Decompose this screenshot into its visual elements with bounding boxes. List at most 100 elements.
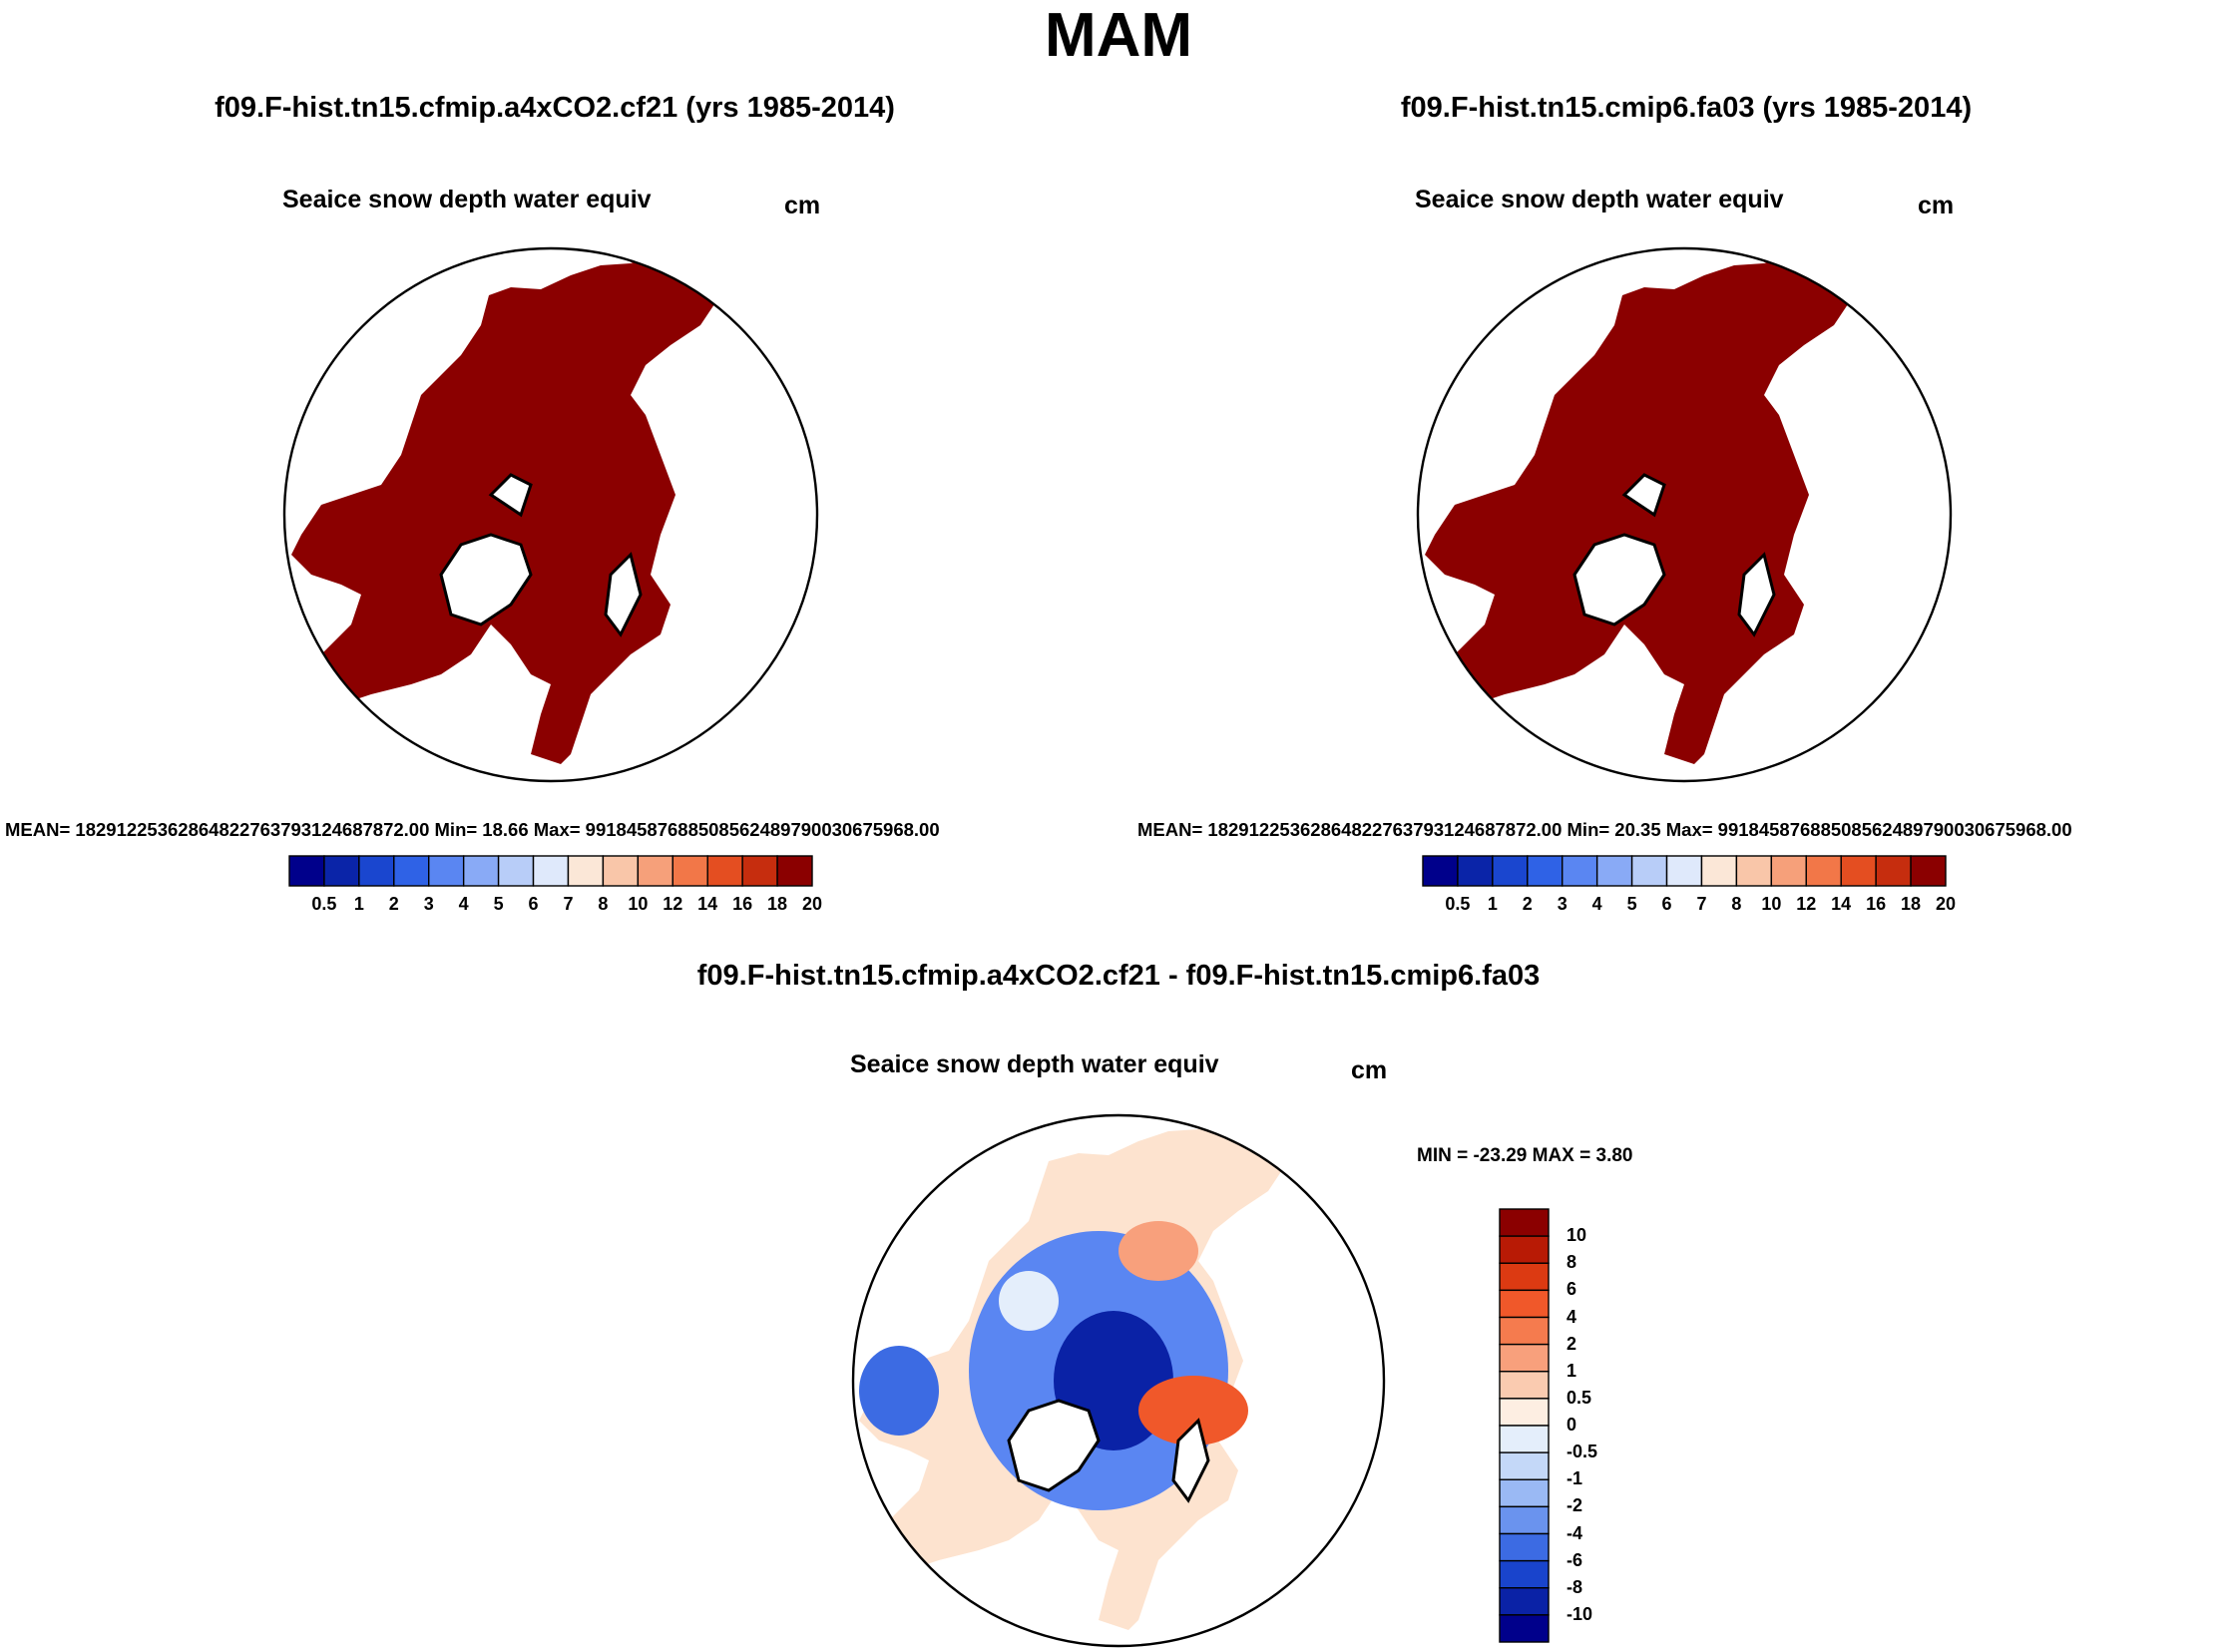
panel1-colorbar-cell: [671, 855, 708, 887]
panel2-colorbar-tick-label: 16: [1866, 894, 1887, 914]
panel1-colorbar-cell: [323, 855, 360, 887]
panel1-map-boundary: [282, 246, 819, 783]
diff-case-title: f09.F-hist.tn15.cfmip.a4xCO2.cf21 - f09.…: [696, 960, 1541, 992]
panel2-stats: MEAN= 18291225362864822763793124687872.0…: [1137, 819, 2072, 840]
panel2-colorbar-tick-label: 2: [1522, 894, 1533, 914]
panel1-colorbar-tick-label: 3: [423, 894, 434, 914]
panel2-colorbar-cell: [1735, 855, 1773, 887]
diff-colorbar-cell: [1499, 1451, 1550, 1480]
diff-colorbar-cell: [1499, 1614, 1550, 1643]
diff-colorbar-tick-label: -6: [1567, 1549, 1583, 1570]
panel2-colorbar-tick-label: 20: [1935, 894, 1957, 914]
diff-colorbar-tick-label: 4: [1567, 1306, 1577, 1327]
panel2-colorbar-cell: [1910, 855, 1947, 887]
panel2-colorbar-tick-label: 4: [1591, 894, 1602, 914]
panel2-case-title: f09.F-hist.tn15.cmip6.fa03 (yrs 1985-201…: [1400, 92, 1973, 124]
diff-colorbar-tick-label: 6: [1567, 1279, 1577, 1300]
panel2-var-title: Seaice snow depth water equiv: [1415, 186, 1784, 213]
diff-colorbar: [1499, 1208, 1550, 1643]
panel2-colorbar-tick-label: 3: [1557, 894, 1567, 914]
diff-land-2: [1171, 1418, 1210, 1503]
diff-colorbar-tick-label: 1: [1567, 1360, 1577, 1381]
panel1-land-holes: [439, 473, 643, 637]
panel1-colorbar-tick-label: 0.5: [311, 894, 337, 914]
diff-colorbar-cell: [1499, 1478, 1550, 1508]
panel1-colorbar-tick-label: 20: [801, 894, 823, 914]
panel1-colorbar-cell: [637, 855, 673, 887]
panel1-case-title: f09.F-hist.tn15.cfmip.a4xCO2.cf21 (yrs 1…: [215, 92, 895, 124]
panel1-colorbar: [288, 855, 813, 887]
diff-colorbar-tick-label: 8: [1567, 1252, 1577, 1273]
panel2-colorbar-tick-label: 12: [1796, 894, 1817, 914]
panel2-colorbar-cell: [1492, 855, 1529, 887]
panel1-colorbar-cell: [428, 855, 465, 887]
panel1-colorbar-cell: [602, 855, 640, 887]
panel1-colorbar-tick-label: 6: [528, 894, 539, 914]
diff-neutral-patch: [999, 1271, 1059, 1331]
panel1-colorbar-tick-label: 16: [732, 894, 753, 914]
diff-minmax: MIN = -23.29 MAX = 3.80: [1417, 1145, 1633, 1166]
panel1-colorbar-cell: [288, 855, 325, 887]
panel2-colorbar-cell: [1840, 855, 1877, 887]
diff-colorbar-cell: [1499, 1235, 1550, 1264]
panel1-colorbar-tick-label: 2: [388, 894, 399, 914]
panel1-colorbar-cell: [776, 855, 813, 887]
panel2-colorbar-tick-label: 5: [1626, 894, 1637, 914]
panel1-colorbar-tick-label: 10: [628, 894, 649, 914]
panel2-colorbar-cell: [1700, 855, 1738, 887]
panel1-colorbar-cell: [706, 855, 743, 887]
diff-colorbar-tick-label: -4: [1567, 1522, 1583, 1543]
diff-var-title: Seaice snow depth water equiv: [850, 1050, 1219, 1078]
diff-colorbar-tick-label: -0.5: [1567, 1442, 1598, 1462]
panel1-colorbar-tick-label: 4: [458, 894, 469, 914]
diff-colorbar-tick-label: 2: [1567, 1333, 1577, 1354]
panel1-colorbar-cell: [497, 855, 535, 887]
panel1-colorbar-cell: [358, 855, 395, 887]
panel1-colorbar-cell: [462, 855, 500, 887]
panel2-colorbar-cell: [1595, 855, 1633, 887]
diff-land-1: [1007, 1399, 1101, 1492]
panel1-map: [291, 248, 740, 764]
panel1-colorbar-tick-label: 12: [663, 894, 683, 914]
panel2-colorbar-cell: [1875, 855, 1912, 887]
panel2-colorbar-cell: [1457, 855, 1494, 887]
diff-colorbar-tick-label: 0: [1567, 1415, 1577, 1435]
diff-colorbar-cell: [1499, 1371, 1550, 1400]
panel2-colorbar-tick-label: 0.5: [1445, 894, 1471, 914]
panel2-land-holes: [1572, 473, 1776, 637]
panel1-colorbar-tick-label: 5: [493, 894, 504, 914]
panel1-colorbar-cell: [741, 855, 778, 887]
panel2-colorbar-tick-label: 18: [1901, 894, 1922, 914]
diff-map: [859, 1115, 1308, 1630]
panel2-colorbar-tick-label: 1: [1487, 894, 1498, 914]
panel1-colorbar-cell: [532, 855, 570, 887]
diff-colorbar-cell: [1499, 1559, 1550, 1589]
figure-title: MAM: [1044, 1, 1193, 70]
diff-colorbar-cell: [1499, 1289, 1550, 1319]
panel1-colorbar-tick-label: 14: [697, 894, 718, 914]
panel1-var-title: Seaice snow depth water equiv: [282, 186, 652, 213]
panel1-colorbar-tick-label: 1: [353, 894, 364, 914]
diff-colorbar-tick-label: -10: [1567, 1603, 1593, 1624]
panel2-colorbar-cell: [1527, 855, 1564, 887]
panel2-units: cm: [1918, 192, 1955, 219]
diff-colorbar-tick-label: -2: [1567, 1495, 1583, 1516]
panel2-colorbar-cell: [1665, 855, 1703, 887]
panel2-colorbar-tick-label: 6: [1661, 894, 1672, 914]
panel2-colorbar-cell: [1422, 855, 1459, 887]
diff-colorbar-cell: [1499, 1343, 1550, 1373]
diff-positive-east: [1138, 1376, 1248, 1446]
panel2-colorbar-tick-label: 10: [1761, 894, 1782, 914]
diff-colorbar-cell: [1499, 1208, 1550, 1237]
panel2-colorbar-tick-label: 7: [1696, 894, 1707, 914]
panel2-colorbar-tick-label: 14: [1831, 894, 1852, 914]
panel2-colorbar-cell: [1805, 855, 1842, 887]
diff-map-boundary: [851, 1113, 1386, 1648]
diff-colorbar-cell: [1499, 1425, 1550, 1453]
panel2-map: [1425, 248, 1874, 764]
diff-colorbar-cell: [1499, 1532, 1550, 1562]
panel2-colorbar-tick-label: 8: [1731, 894, 1742, 914]
diff-colorbar-cell: [1499, 1505, 1550, 1535]
diff-colorbar-tick-label: -8: [1567, 1576, 1583, 1597]
